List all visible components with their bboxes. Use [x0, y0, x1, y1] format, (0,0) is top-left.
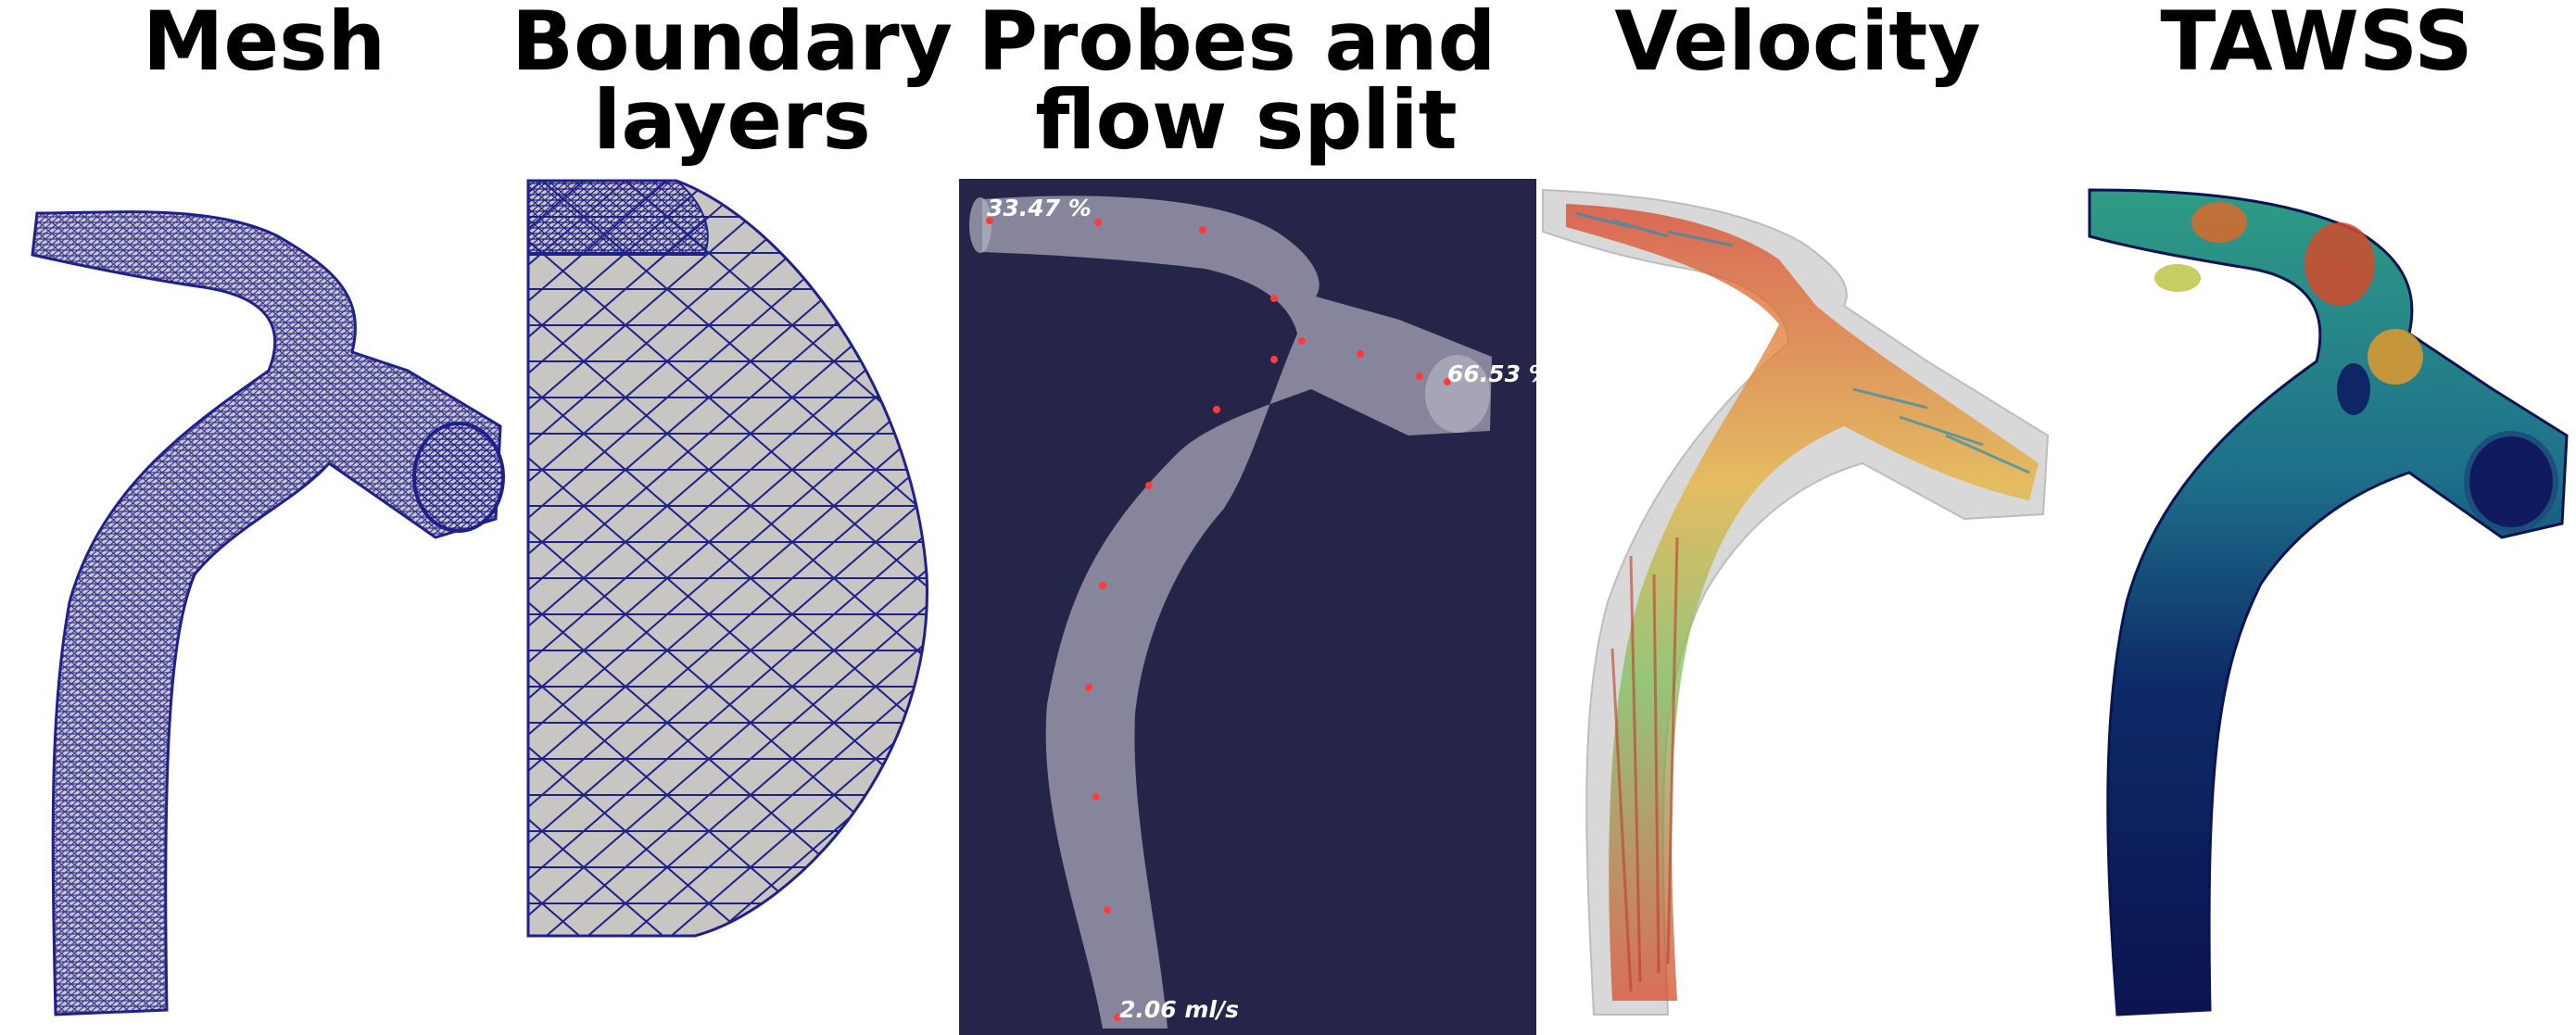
boundary-layers-panel: [526, 179, 928, 938]
probe-point: [1199, 226, 1206, 234]
probe-point: [1416, 372, 1423, 380]
probe-points: [986, 217, 1451, 1021]
inlet-flow-rate: 2.06 ml/s: [1119, 996, 1239, 1023]
panel-title-boundary-layers: Boundary layers: [511, 0, 953, 168]
probe-point: [1145, 482, 1153, 489]
panel-title-tawss: TAWSS: [2160, 0, 2472, 89]
probe-point: [1298, 337, 1306, 345]
panel-title-line: Boundary: [511, 0, 953, 89]
outlet-b-flow-split: 66.53 %: [1447, 360, 1552, 387]
panel-title-probes: Probes and flow split: [978, 0, 1496, 168]
tawss-vessel: [2088, 188, 2569, 1016]
probe-point: [1270, 356, 1278, 363]
tawss-outlet-cap: [2464, 431, 2558, 533]
boundary-vessel-stub: [527, 180, 709, 256]
probe-point: [1104, 906, 1111, 914]
panel-title-line: Velocity: [1614, 0, 1980, 89]
probe-point: [1357, 350, 1364, 358]
tawss-panel: [2088, 188, 2569, 1016]
probe-point: [1094, 219, 1102, 226]
probes-background: [959, 179, 1536, 1035]
panel-title-line: Probes and: [978, 0, 1496, 89]
probe-point: [986, 217, 993, 224]
tawss-hotspot: [2305, 222, 2375, 306]
probe-point: [1270, 295, 1278, 302]
panel-title-mesh: Mesh: [143, 0, 385, 89]
panel-title-line: TAWSS: [2160, 0, 2472, 89]
probe-point: [1114, 1014, 1121, 1021]
probe-point: [1085, 684, 1092, 691]
mesh-panel: [31, 210, 505, 1016]
probes-vessel: [982, 196, 1492, 1029]
panel-title-line: Mesh: [143, 0, 385, 89]
panel-title-velocity: Velocity: [1614, 0, 1980, 89]
panel-title-line: layers: [593, 72, 871, 168]
outlet-a-flow-split: 33.47 %: [987, 195, 1092, 221]
probes-panel: 33.47 % 66.53 % 2.06 ml/s: [959, 179, 1552, 1035]
probe-point: [1444, 378, 1451, 385]
tawss-cold-spot: [2337, 363, 2370, 415]
tawss-hotspot: [2154, 264, 2201, 292]
probe-point: [1099, 582, 1106, 589]
probe-point: [1213, 406, 1220, 413]
velocity-panel: [1542, 188, 2050, 1016]
panel-title-line: flow split: [1035, 72, 1457, 168]
tawss-hotspot: [2191, 202, 2247, 243]
probe-point: [1092, 793, 1100, 801]
tawss-hotspot: [2368, 329, 2423, 385]
